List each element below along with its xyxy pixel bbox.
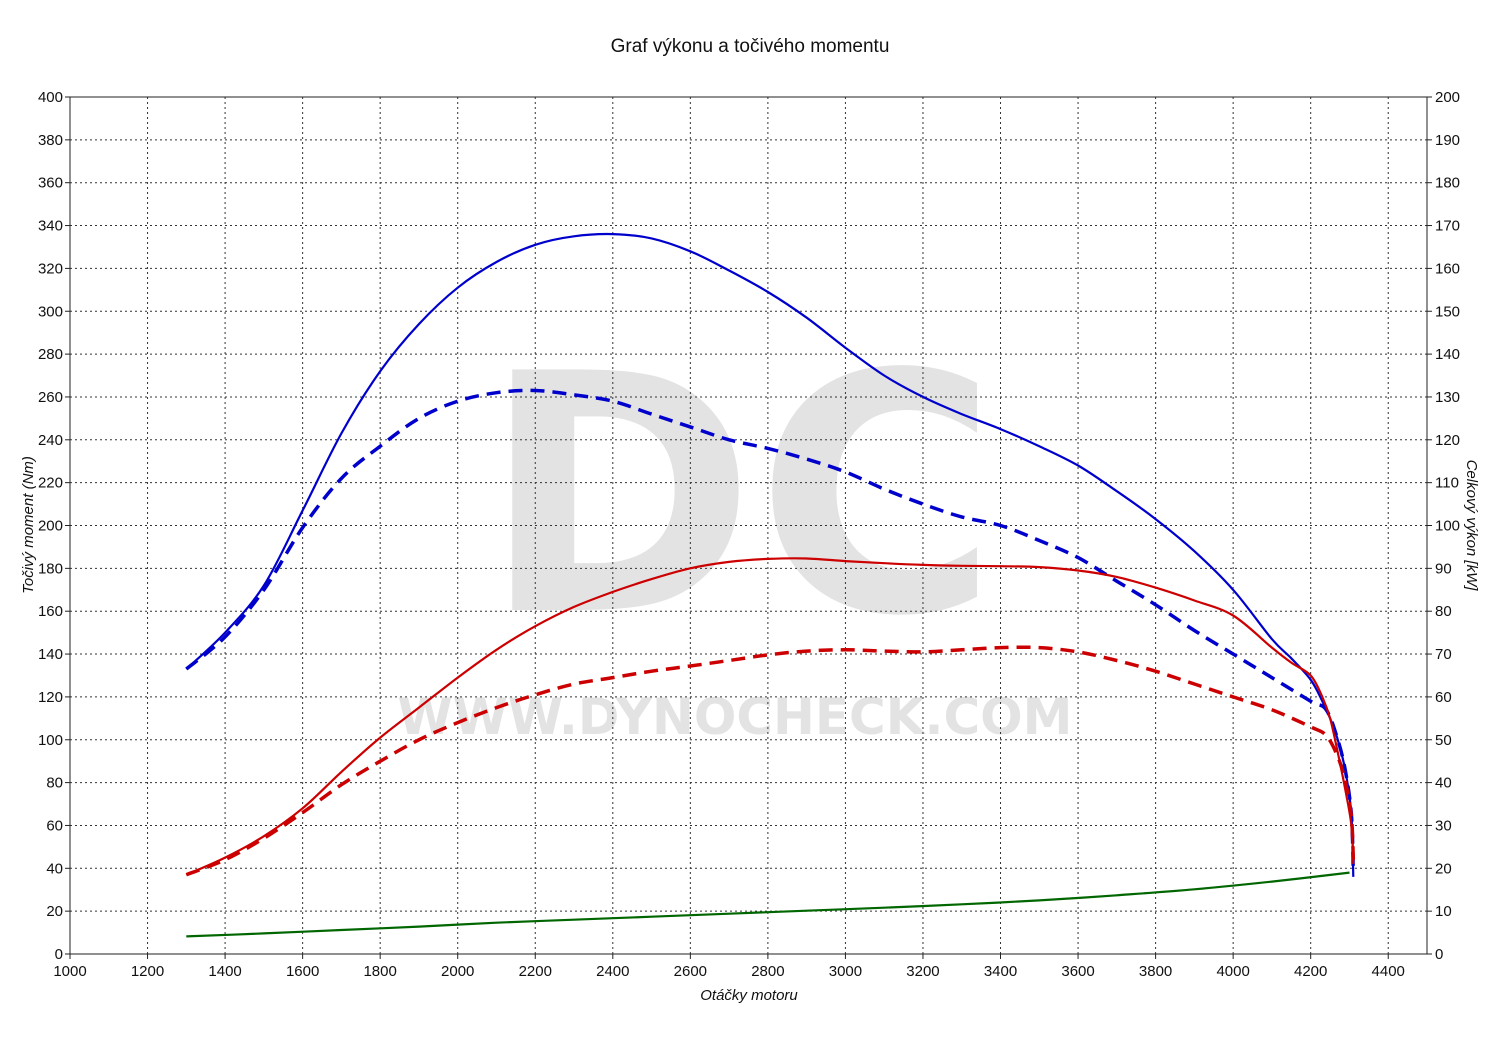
- watermark-logo: DC: [482, 304, 998, 688]
- y-right-tick-label: 40: [1435, 775, 1452, 792]
- y-right-tick-label: 120: [1435, 432, 1460, 449]
- x-tick-label: 2200: [519, 963, 552, 980]
- y-right-tick-label: 60: [1435, 689, 1452, 706]
- series-lines: [185, 232, 1356, 938]
- y-left-tick-label: 160: [38, 603, 63, 620]
- y-right-tick-label: 160: [1435, 260, 1460, 277]
- y-right-tick-label: 20: [1435, 860, 1452, 877]
- x-tick-label: 2600: [674, 963, 707, 980]
- y-left-tick-label: 0: [55, 946, 63, 963]
- x-tick-label: 1600: [286, 963, 319, 980]
- y-left-tick-label: 140: [38, 646, 63, 663]
- y-left-tick-label: 400: [38, 89, 63, 106]
- y-right-tick-label: 0: [1435, 946, 1443, 963]
- y-left-tick-label: 320: [38, 260, 63, 277]
- x-tick-label: 3800: [1139, 963, 1172, 980]
- y-left-tick-label: 100: [38, 732, 63, 749]
- y-left-tick-label: 280: [38, 346, 63, 363]
- x-tick-label: 1400: [208, 963, 241, 980]
- torque-solid-series-line: [185, 232, 1355, 877]
- y-right-tick-label: 100: [1435, 518, 1460, 535]
- y-right-tick-label: 150: [1435, 303, 1460, 320]
- x-tick-label: 2000: [441, 963, 474, 980]
- y-left-tick-label: 200: [38, 518, 63, 535]
- watermark-url: WWW.DYNOCHECK.COM: [398, 688, 1073, 746]
- torque-dashed-series-line: [185, 388, 1356, 873]
- power-solid-series-line: [185, 557, 1355, 876]
- y-left-tick-label: 300: [38, 303, 63, 320]
- y-right-tick-label: 90: [1435, 560, 1452, 577]
- y-right-tick-label: 80: [1435, 603, 1452, 620]
- y-left-tick-label: 220: [38, 475, 63, 492]
- x-tick-label: 1800: [363, 963, 396, 980]
- grid: [70, 97, 1427, 954]
- x-tick-label: 1000: [53, 963, 86, 980]
- y-right-tick-label: 190: [1435, 132, 1460, 149]
- chart-title: Graf výkonu a točivého momentu: [611, 36, 890, 57]
- y-right-tick-label: 70: [1435, 646, 1452, 663]
- x-tick-label: 3200: [906, 963, 939, 980]
- y-left-tick-label: 260: [38, 389, 63, 406]
- y-right-tick-label: 30: [1435, 817, 1452, 834]
- loss-solid-series-line: [186, 871, 1350, 938]
- x-tick-label: 4200: [1294, 963, 1327, 980]
- y-right-tick-label: 140: [1435, 346, 1460, 363]
- power-dashed-series-line: [185, 645, 1356, 877]
- y-right-tick-label: 180: [1435, 175, 1460, 192]
- x-tick-label: 2400: [596, 963, 629, 980]
- y-left-tick-label: 60: [46, 817, 63, 834]
- y-right-tick-label: 10: [1435, 903, 1452, 920]
- x-tick-label: 1200: [131, 963, 164, 980]
- y-left-tick-label: 340: [38, 218, 63, 235]
- y-right-axis-label: Celkový výkon [kW]: [1463, 460, 1480, 592]
- x-tick-label: 3600: [1061, 963, 1094, 980]
- y-left-axis-label: Točivý moment (Nm): [20, 456, 37, 594]
- axis-ticks: 0204060801001201401601802002202402602803…: [38, 89, 1460, 980]
- x-tick-label: 3000: [829, 963, 862, 980]
- y-right-tick-label: 170: [1435, 218, 1460, 235]
- y-right-tick-label: 110: [1435, 475, 1459, 492]
- x-tick-label: 2800: [751, 963, 784, 980]
- x-tick-label: 4000: [1216, 963, 1249, 980]
- y-right-tick-label: 50: [1435, 732, 1452, 749]
- x-tick-label: 3400: [984, 963, 1017, 980]
- y-left-tick-label: 380: [38, 132, 63, 149]
- x-axis-label: Otáčky motoru: [700, 987, 798, 1004]
- y-left-tick-label: 120: [38, 689, 63, 706]
- x-tick-label: 4400: [1372, 963, 1405, 980]
- y-left-tick-label: 240: [38, 432, 63, 449]
- y-left-tick-label: 180: [38, 560, 63, 577]
- watermark: DC WWW.DYNOCHECK.COM: [398, 304, 1073, 746]
- y-right-tick-label: 130: [1435, 389, 1460, 406]
- y-left-tick-label: 360: [38, 175, 63, 192]
- y-left-tick-label: 20: [46, 903, 63, 920]
- y-right-tick-label: 200: [1435, 89, 1460, 106]
- y-left-tick-label: 80: [46, 775, 63, 792]
- y-left-tick-label: 40: [46, 860, 63, 877]
